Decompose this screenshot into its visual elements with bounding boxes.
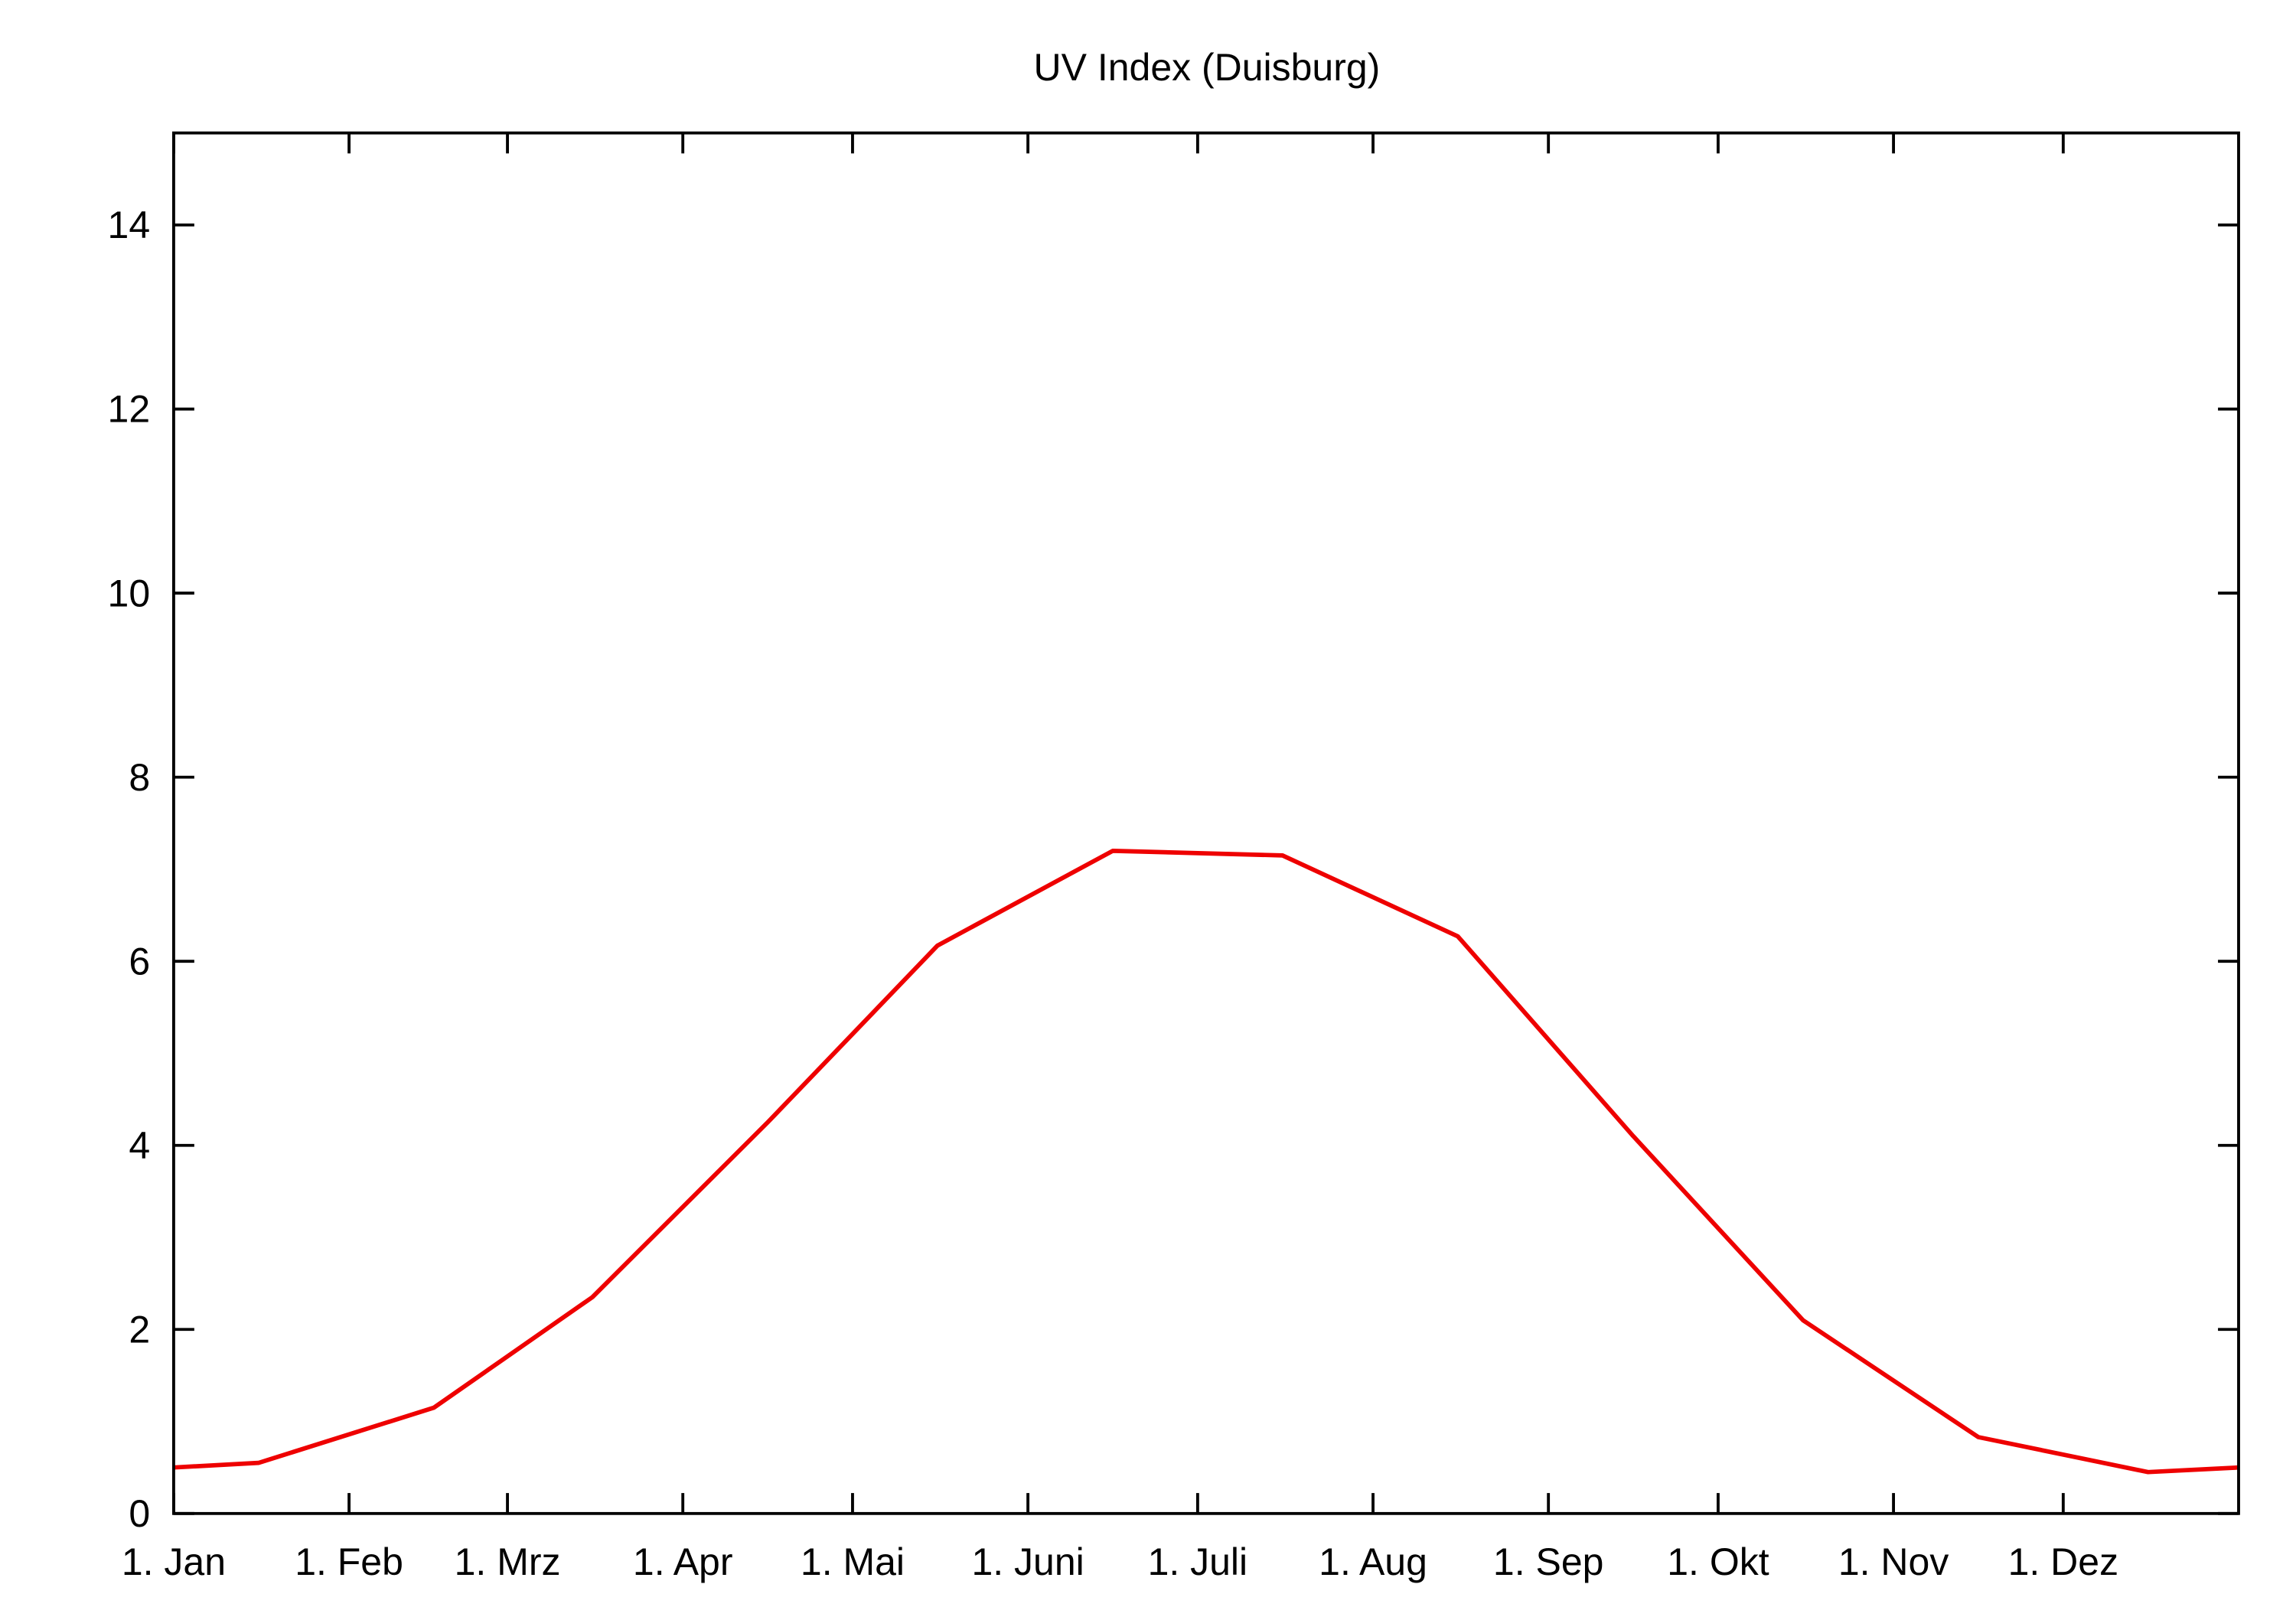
y-tick-label: 12 (108, 388, 151, 431)
x-tick-label: 1. Nov (1838, 1540, 1949, 1583)
x-tick-label: 1. Aug (1319, 1540, 1427, 1583)
chart-title: UV Index (Duisburg) (1034, 46, 1381, 89)
plot-frame (172, 131, 2240, 1515)
x-tick-label: 1. Okt (1667, 1540, 1769, 1583)
y-tick-label: 10 (108, 572, 151, 614)
x-tick-label: 1. Mai (801, 1540, 905, 1583)
y-tick-label: 4 (129, 1124, 150, 1167)
series-line-uv-index (173, 848, 2239, 1475)
y-tick-label: 6 (129, 940, 150, 983)
x-tick-label: 1. Juni (971, 1540, 1084, 1583)
x-tick-label: 1. Feb (295, 1540, 403, 1583)
y-tick-label: 8 (129, 756, 150, 799)
y-tick-label: 0 (129, 1492, 150, 1535)
x-tick-label: 1. Apr (633, 1540, 733, 1583)
x-tick-label: 1. Mrz (455, 1540, 561, 1583)
x-tick-label: 1. Jan (122, 1540, 226, 1583)
x-tick-label: 1. Dez (2008, 1540, 2118, 1583)
x-tick-label: 1. Juli (1148, 1540, 1248, 1583)
y-tick-label: 14 (108, 204, 151, 246)
y-tick-label: 2 (129, 1309, 150, 1351)
x-tick-label: 1. Sep (1493, 1540, 1603, 1583)
